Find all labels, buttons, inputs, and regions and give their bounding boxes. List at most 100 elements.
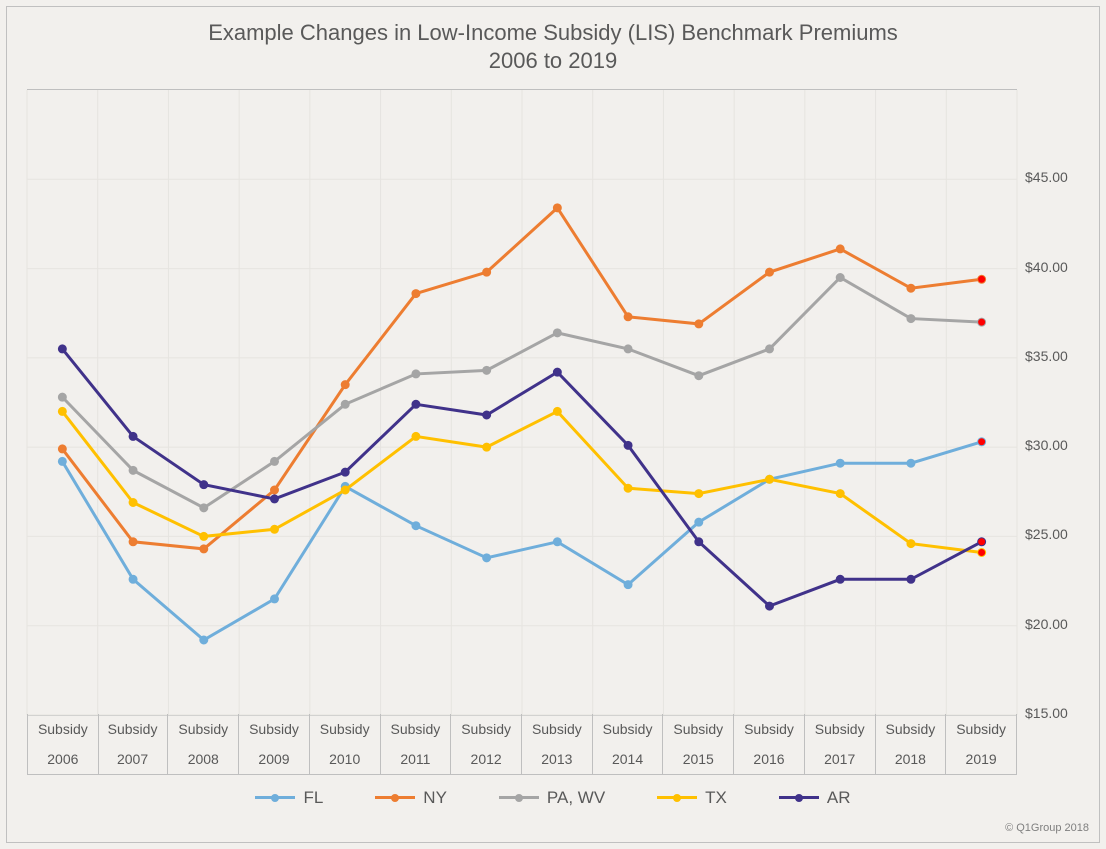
series-point-TX-10 bbox=[766, 475, 774, 483]
series-point-TX-0 bbox=[58, 407, 66, 415]
legend-swatch-line bbox=[779, 796, 819, 799]
series-point-TX-11 bbox=[836, 490, 844, 498]
x-category-label-11: Subsidy bbox=[805, 714, 876, 744]
series-point-FL-0 bbox=[58, 457, 66, 465]
series-point-TX-6 bbox=[483, 443, 491, 451]
series-point-NY-3 bbox=[271, 486, 279, 494]
legend-item-FL: FL bbox=[255, 788, 323, 808]
series-point-AR-8 bbox=[624, 441, 632, 449]
series-point-PA-WV-6 bbox=[483, 366, 491, 374]
y-tick-label-25: $25.00 bbox=[1025, 526, 1068, 542]
x-category-label-5: Subsidy bbox=[381, 714, 452, 744]
series-point-AR-12 bbox=[907, 575, 915, 583]
legend-label: NY bbox=[423, 788, 447, 808]
legend-swatch-dot bbox=[515, 794, 523, 802]
series-point-AR-9 bbox=[695, 538, 703, 546]
series-point-TX-8 bbox=[624, 484, 632, 492]
x-year-label-2006: 2006 bbox=[27, 744, 99, 775]
series-point-AR-3 bbox=[271, 495, 279, 503]
series-point-PA-WV-1 bbox=[129, 466, 137, 474]
x-category-label-4: Subsidy bbox=[310, 714, 381, 744]
x-category-label-6: Subsidy bbox=[451, 714, 522, 744]
x-year-label-2019: 2019 bbox=[946, 744, 1017, 775]
x-category-label-2: Subsidy bbox=[168, 714, 239, 744]
legend-swatch-dot bbox=[673, 794, 681, 802]
plot-area bbox=[27, 89, 1017, 716]
x-category-label-10: Subsidy bbox=[734, 714, 805, 744]
y-tick-label-35: $35.00 bbox=[1025, 348, 1068, 364]
legend-label: FL bbox=[303, 788, 323, 808]
series-point-PA-WV-11 bbox=[836, 274, 844, 282]
x-year-label-2015: 2015 bbox=[663, 744, 734, 775]
x-year-label-2012: 2012 bbox=[451, 744, 522, 775]
series-point-NY-6 bbox=[483, 268, 491, 276]
x-category-label-12: Subsidy bbox=[876, 714, 947, 744]
y-tick-label-20: $20.00 bbox=[1025, 616, 1068, 632]
x-category-label-1: Subsidy bbox=[98, 714, 169, 744]
series-point-TX-13 bbox=[978, 549, 986, 557]
series-point-PA-WV-7 bbox=[553, 329, 561, 337]
series-point-TX-4 bbox=[341, 486, 349, 494]
y-tick-label-45: $45.00 bbox=[1025, 169, 1068, 185]
legend-swatch-line bbox=[657, 796, 697, 799]
series-point-FL-6 bbox=[483, 554, 491, 562]
x-year-label-2018: 2018 bbox=[876, 744, 947, 775]
series-point-AR-4 bbox=[341, 468, 349, 476]
title-line-2: 2006 to 2019 bbox=[489, 48, 617, 73]
series-point-FL-1 bbox=[129, 575, 137, 583]
series-point-AR-2 bbox=[200, 481, 208, 489]
series-point-TX-2 bbox=[200, 532, 208, 540]
series-point-NY-2 bbox=[200, 545, 208, 553]
series-point-NY-11 bbox=[836, 245, 844, 253]
series-point-NY-0 bbox=[58, 445, 66, 453]
series-point-TX-3 bbox=[271, 525, 279, 533]
series-point-NY-1 bbox=[129, 538, 137, 546]
series-point-TX-5 bbox=[412, 432, 420, 440]
series-point-NY-12 bbox=[907, 284, 915, 292]
legend-item-NY: NY bbox=[375, 788, 447, 808]
legend-swatch-line bbox=[375, 796, 415, 799]
series-point-NY-8 bbox=[624, 313, 632, 321]
x-year-label-2014: 2014 bbox=[593, 744, 664, 775]
y-tick-label-30: $30.00 bbox=[1025, 437, 1068, 453]
series-point-TX-9 bbox=[695, 490, 703, 498]
x-category-label-9: Subsidy bbox=[663, 714, 734, 744]
y-tick-label-40: $40.00 bbox=[1025, 259, 1068, 275]
legend-swatch-line bbox=[499, 796, 539, 799]
x-category-label-7: Subsidy bbox=[522, 714, 593, 744]
series-point-NY-5 bbox=[412, 290, 420, 298]
legend-item-PA-WV: PA, WV bbox=[499, 788, 605, 808]
series-point-FL-9 bbox=[695, 518, 703, 526]
x-category-label-3: Subsidy bbox=[239, 714, 310, 744]
x-category-label-0: Subsidy bbox=[27, 714, 99, 744]
series-point-FL-8 bbox=[624, 581, 632, 589]
x-year-label-2009: 2009 bbox=[239, 744, 310, 775]
legend-label: AR bbox=[827, 788, 851, 808]
legend-swatch-line bbox=[255, 796, 295, 799]
series-point-NY-4 bbox=[341, 381, 349, 389]
series-point-NY-13 bbox=[978, 275, 986, 283]
series-point-AR-6 bbox=[483, 411, 491, 419]
chart-frame: Example Changes in Low-Income Subsidy (L… bbox=[6, 6, 1100, 843]
series-point-FL-5 bbox=[412, 522, 420, 530]
series-point-AR-11 bbox=[836, 575, 844, 583]
x-year-label-2008: 2008 bbox=[168, 744, 239, 775]
legend-item-TX: TX bbox=[657, 788, 727, 808]
x-year-label-2010: 2010 bbox=[310, 744, 381, 775]
series-point-NY-7 bbox=[553, 204, 561, 212]
x-category-label-8: Subsidy bbox=[593, 714, 664, 744]
series-point-AR-0 bbox=[58, 345, 66, 353]
series-point-PA-WV-8 bbox=[624, 345, 632, 353]
series-point-FL-3 bbox=[271, 595, 279, 603]
series-point-AR-1 bbox=[129, 432, 137, 440]
legend-swatch-dot bbox=[795, 794, 803, 802]
series-point-PA-WV-0 bbox=[58, 393, 66, 401]
series-point-AR-7 bbox=[553, 368, 561, 376]
series-point-TX-1 bbox=[129, 499, 137, 507]
series-point-PA-WV-13 bbox=[978, 318, 986, 326]
legend: FL NY PA, WV TX AR bbox=[7, 784, 1099, 808]
legend-item-AR: AR bbox=[779, 788, 851, 808]
series-point-PA-WV-5 bbox=[412, 370, 420, 378]
legend-swatch-dot bbox=[391, 794, 399, 802]
plot-svg bbox=[27, 90, 1017, 715]
